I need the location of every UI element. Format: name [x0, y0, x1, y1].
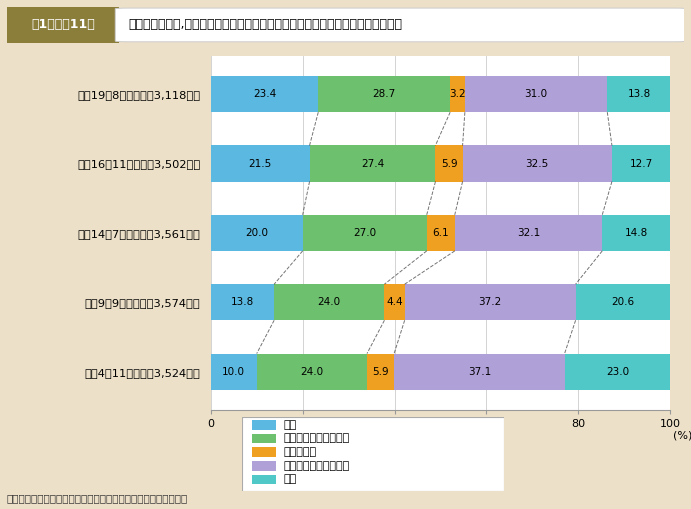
Bar	[462, 146, 612, 182]
Bar	[455, 215, 603, 251]
Bar	[252, 434, 276, 443]
Bar	[310, 146, 435, 182]
Bar	[257, 354, 367, 389]
Text: 13.8: 13.8	[627, 89, 651, 99]
Bar	[319, 76, 450, 112]
Bar	[603, 215, 670, 251]
Bar	[303, 215, 427, 251]
Bar	[607, 76, 671, 112]
Text: 第1－特－11図: 第1－特－11図	[31, 18, 95, 32]
Bar	[565, 354, 670, 389]
Text: 3.2: 3.2	[449, 89, 466, 99]
Text: 28.7: 28.7	[372, 89, 396, 99]
Text: 27.4: 27.4	[361, 158, 384, 168]
Bar	[211, 284, 274, 320]
Bar	[435, 146, 462, 182]
Text: 4.4: 4.4	[386, 297, 403, 307]
Bar	[367, 354, 394, 389]
Text: (%): (%)	[672, 431, 691, 441]
Text: 23.4: 23.4	[253, 89, 276, 99]
FancyBboxPatch shape	[115, 8, 688, 42]
Text: 24.0: 24.0	[318, 297, 341, 307]
Text: 37.2: 37.2	[478, 297, 502, 307]
Bar	[465, 76, 607, 112]
Text: 31.0: 31.0	[524, 89, 548, 99]
Text: 10.0: 10.0	[223, 366, 245, 377]
Bar	[427, 215, 455, 251]
Text: 13.8: 13.8	[231, 297, 254, 307]
Text: 32.5: 32.5	[526, 158, 549, 168]
Text: 5.9: 5.9	[372, 366, 389, 377]
Text: どちらかといえば反対: どちらかといえば反対	[284, 434, 350, 443]
Text: 「夫は外で働き,妻は家庭を守るべきである」という考え方について（全国調査）: 「夫は外で働き,妻は家庭を守るべきである」という考え方について（全国調査）	[129, 18, 403, 32]
Bar	[576, 284, 670, 320]
Text: わからない: わからない	[284, 447, 317, 457]
Text: 20.0: 20.0	[245, 228, 268, 238]
Bar	[274, 284, 384, 320]
Text: 12.7: 12.7	[630, 158, 653, 168]
Bar	[252, 420, 276, 430]
Text: 23.0: 23.0	[606, 366, 629, 377]
Bar	[211, 76, 319, 112]
Bar	[211, 215, 303, 251]
Bar	[384, 284, 405, 320]
Text: 21.5: 21.5	[249, 158, 272, 168]
Text: 賛成: 賛成	[284, 474, 297, 485]
Text: 5.9: 5.9	[441, 158, 457, 168]
Text: 27.0: 27.0	[353, 228, 377, 238]
FancyBboxPatch shape	[242, 417, 504, 491]
Bar	[252, 447, 276, 457]
Text: （備考）　内閣府「男女共同参画に関する世論調査」より作成。: （備考） 内閣府「男女共同参画に関する世論調査」より作成。	[7, 493, 188, 503]
Bar	[394, 354, 565, 389]
Bar	[450, 76, 465, 112]
Text: 37.1: 37.1	[468, 366, 491, 377]
Text: 24.0: 24.0	[301, 366, 323, 377]
Bar	[252, 461, 276, 470]
FancyBboxPatch shape	[7, 7, 119, 43]
Text: 6.1: 6.1	[433, 228, 449, 238]
Text: 14.8: 14.8	[625, 228, 648, 238]
Bar	[211, 146, 310, 182]
Text: 20.6: 20.6	[612, 297, 634, 307]
Bar	[612, 146, 670, 182]
Bar	[405, 284, 576, 320]
Text: どちらかといえば賛成: どちらかといえば賛成	[284, 461, 350, 471]
Bar	[252, 474, 276, 484]
Bar	[211, 354, 257, 389]
Text: 反対: 反対	[284, 420, 297, 430]
Text: 32.1: 32.1	[517, 228, 540, 238]
